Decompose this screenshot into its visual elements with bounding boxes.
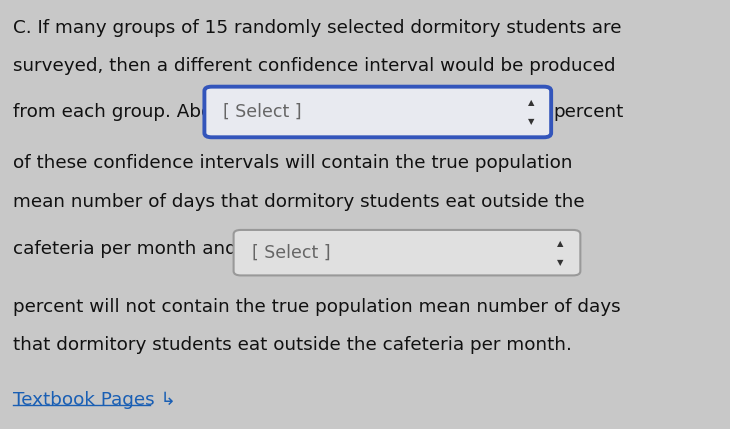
Text: surveyed, then a different confidence interval would be produced: surveyed, then a different confidence in… [13, 57, 615, 76]
Text: [ Select ]: [ Select ] [223, 103, 301, 121]
Text: cafeteria per month and about: cafeteria per month and about [13, 240, 296, 258]
Text: percent: percent [553, 103, 623, 121]
Text: ▼: ▼ [558, 258, 564, 266]
FancyBboxPatch shape [234, 230, 580, 275]
Text: mean number of days that dormitory students eat outside the: mean number of days that dormitory stude… [13, 193, 585, 211]
FancyBboxPatch shape [204, 87, 551, 137]
Text: C. If many groups of 15 randomly selected dormitory students are: C. If many groups of 15 randomly selecte… [13, 19, 622, 37]
Text: ▲: ▲ [558, 239, 564, 248]
Text: of these confidence intervals will contain the true population: of these confidence intervals will conta… [13, 154, 572, 172]
Text: ▼: ▼ [529, 117, 534, 126]
Text: from each group. About: from each group. About [13, 103, 231, 121]
Text: percent will not contain the true population mean number of days: percent will not contain the true popula… [13, 298, 620, 316]
Text: that dormitory students eat outside the cafeteria per month.: that dormitory students eat outside the … [13, 336, 572, 354]
Text: [ Select ]: [ Select ] [252, 244, 331, 262]
Text: ▲: ▲ [529, 98, 534, 107]
Text: Textbook Pages ↳: Textbook Pages ↳ [13, 391, 176, 409]
